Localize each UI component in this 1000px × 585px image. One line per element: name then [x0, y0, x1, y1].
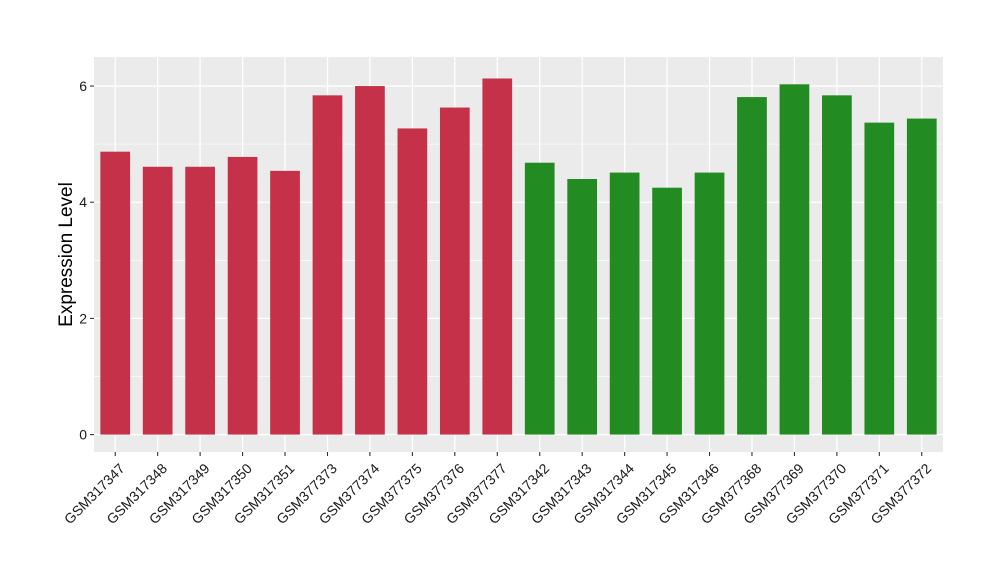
y-tick-label: 2	[79, 310, 87, 326]
bar-gsm317347	[100, 151, 131, 435]
bar-gsm377374	[355, 86, 385, 435]
bar-gsm377372	[906, 118, 937, 435]
bar-gsm377370	[822, 95, 852, 435]
bar-gsm377368	[737, 97, 767, 435]
x-axis: GSM317347GSM317348GSM317349GSM317350GSM3…	[61, 452, 934, 527]
y-axis-title: Expression Level	[56, 182, 77, 327]
bar-gsm377369	[779, 84, 810, 435]
bar-gsm317346	[694, 172, 725, 435]
bar-gsm317343	[567, 178, 598, 435]
y-tick-label: 6	[79, 78, 87, 94]
bar-gsm317344	[609, 172, 640, 435]
bar-gsm317351	[270, 170, 300, 435]
bar-gsm317349	[185, 166, 215, 435]
plot-panel	[94, 57, 943, 452]
bar-gsm317350	[227, 156, 258, 435]
bars	[100, 78, 937, 435]
bar-gsm317345	[652, 187, 682, 435]
bar-gsm377377	[482, 78, 513, 435]
y-tick-label: 4	[79, 194, 87, 210]
bar-gsm377373	[312, 95, 343, 435]
bar-gsm317342	[524, 162, 555, 435]
bar-gsm377375	[397, 128, 428, 435]
bar-gsm317348	[142, 166, 173, 435]
bar-gsm377376	[439, 107, 470, 435]
y-axis: 0 2 4 6	[79, 78, 94, 443]
y-tick-label: 0	[79, 427, 87, 443]
bar-gsm377371	[864, 122, 895, 435]
